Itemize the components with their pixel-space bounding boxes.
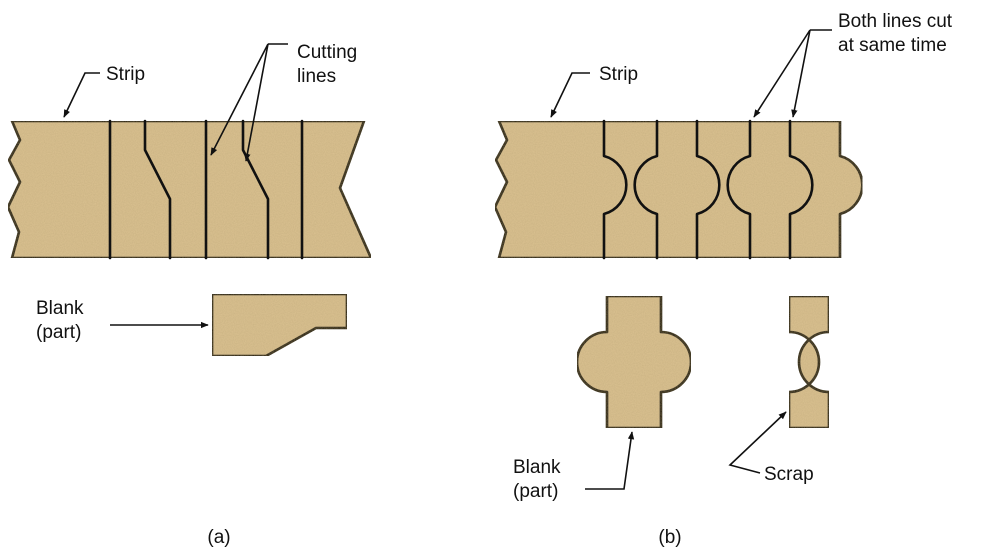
scrap-text: Scrap: [764, 464, 814, 485]
both-lines-text-1: Both lines cut: [838, 11, 953, 32]
blank-a: [210, 292, 349, 358]
blank-b-text-2: (part): [513, 481, 558, 502]
scrap-b: [787, 294, 831, 430]
blank-a-text-2: (part): [36, 322, 81, 343]
cutting-lines-b: [602, 119, 814, 260]
strip-a-text: Strip: [106, 64, 145, 85]
scrap-label: Scrap: [728, 411, 814, 485]
both-lines-text-2: at same time: [838, 35, 947, 56]
blank-a-text-1: Blank: [36, 298, 84, 319]
strip-a-label: Strip: [63, 64, 145, 118]
strip-b: [493, 119, 864, 260]
caption-a: (a): [207, 527, 230, 548]
blank-b-label: Blank (part): [513, 431, 635, 502]
blank-b-text-1: Blank: [513, 457, 561, 478]
panel-b: Strip Both lines cut at same time Blank …: [493, 11, 953, 548]
caption-b: (b): [658, 527, 681, 548]
cutting-lines-text-1: Cutting: [297, 42, 357, 63]
strip-a: [6, 119, 373, 260]
blank-b: [575, 294, 693, 430]
cutting-lines-text-2: lines: [297, 66, 336, 87]
panel-a: Strip Cutting lines Blank (part) (a): [6, 42, 373, 548]
blank-a-label: Blank (part): [36, 298, 209, 343]
strip-b-text: Strip: [599, 64, 638, 85]
cutting-lines-label: Cutting lines: [210, 42, 357, 162]
cutting-lines-a: [108, 119, 304, 260]
both-lines-label: Both lines cut at same time: [753, 11, 953, 118]
strip-b-label: Strip: [550, 64, 638, 118]
